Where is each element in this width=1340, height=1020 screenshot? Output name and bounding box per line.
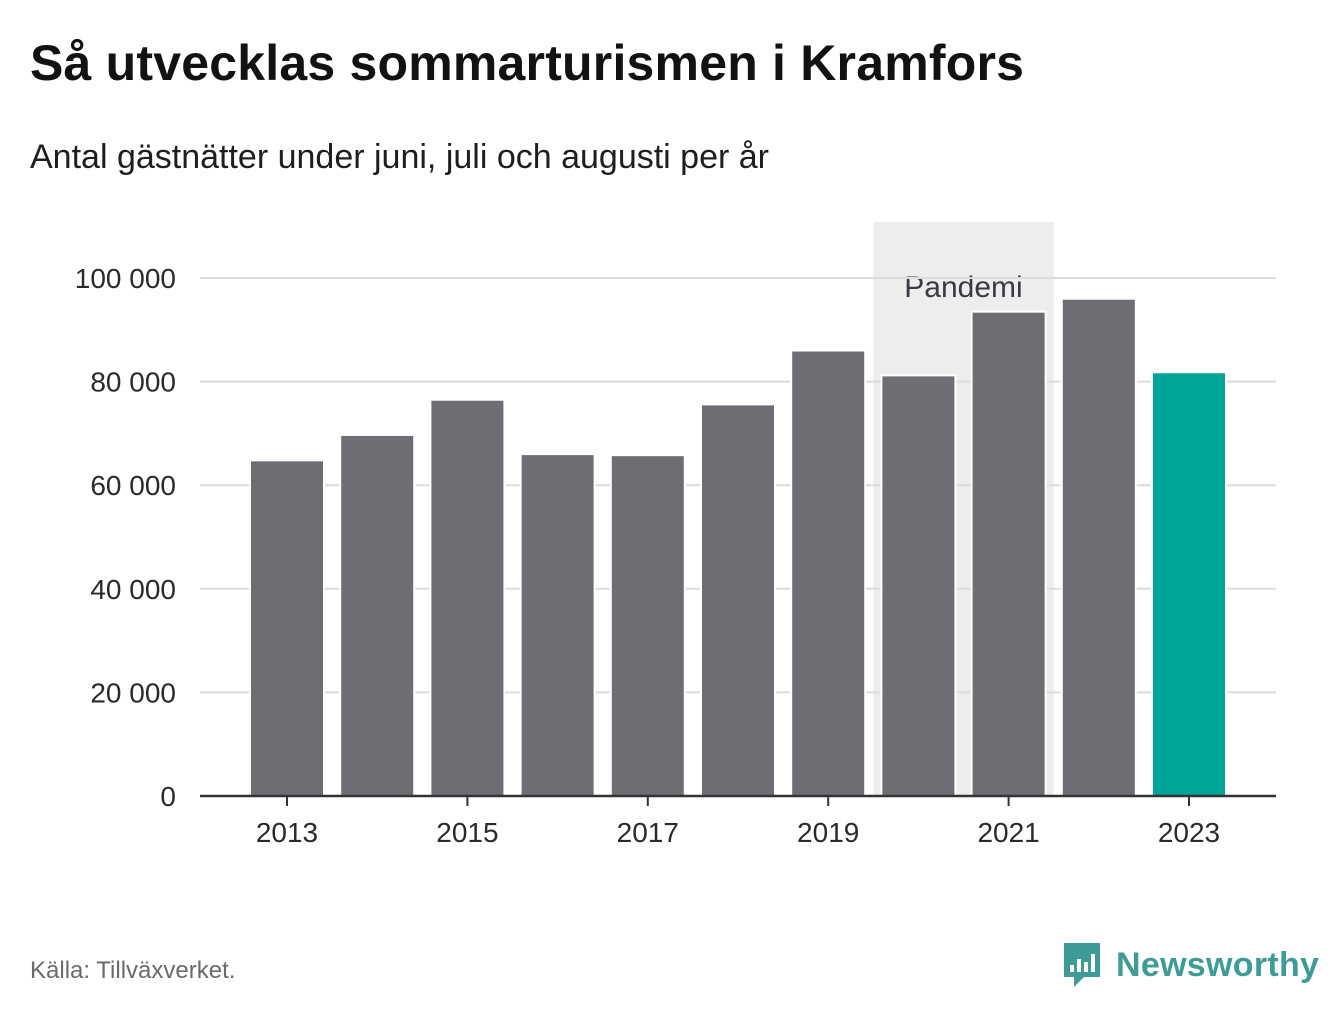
bars [249, 297, 1227, 797]
bar-2020 [880, 374, 957, 797]
y-tick-label: 60 000 [90, 470, 176, 501]
source-note: Källa: Tillväxverket. [30, 957, 236, 984]
y-tick-label: 40 000 [90, 574, 176, 605]
pandemic-label: Pandemi [904, 271, 1022, 304]
bar-2017 [609, 454, 686, 797]
brand-name: Newsworthy [1116, 945, 1320, 984]
bar-2014 [339, 433, 416, 797]
bar-2018 [700, 403, 776, 797]
bar-2021 [970, 310, 1047, 797]
newsworthy-logo-icon [1064, 943, 1100, 987]
bar-2015 [429, 398, 506, 797]
x-tick-label: 2015 [436, 817, 498, 848]
x-tick-label: 2021 [977, 817, 1039, 848]
x-tick-label: 2017 [617, 817, 679, 848]
x-tick-label: 2023 [1158, 817, 1220, 848]
x-axis-labels: 2013 2015 2017 2019 2021 2023 [256, 817, 1220, 848]
bar-2022 [1060, 297, 1137, 797]
bar-2019 [790, 349, 867, 797]
x-tick-label: 2019 [797, 817, 859, 848]
chart-title: Så utvecklas sommarturismen i Kramfors [30, 35, 1025, 91]
y-tick-label: 80 000 [90, 367, 176, 398]
y-tick-label: 100 000 [75, 263, 176, 294]
y-axis-labels: 0 20 000 40 000 60 000 80 000 100 000 [75, 263, 176, 812]
bar-2013 [249, 459, 325, 797]
x-axis [200, 794, 1276, 806]
bar-2016 [519, 453, 596, 797]
y-tick-label: 20 000 [90, 677, 176, 708]
y-tick-label: 0 [160, 781, 176, 812]
bar-chart: Pandemi 0 20 000 40 000 60 000 80 000 100 000… [75, 222, 1276, 848]
bar-2023 [1151, 371, 1227, 797]
x-tick-label: 2013 [256, 817, 318, 848]
newsworthy-logo: Newsworthy [1062, 940, 1319, 990]
chart-subtitle: Antal gästnätter under juni, juli och au… [30, 138, 770, 176]
